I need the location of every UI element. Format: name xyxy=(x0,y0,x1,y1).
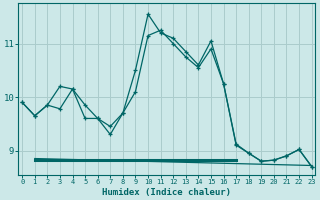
X-axis label: Humidex (Indice chaleur): Humidex (Indice chaleur) xyxy=(102,188,231,197)
